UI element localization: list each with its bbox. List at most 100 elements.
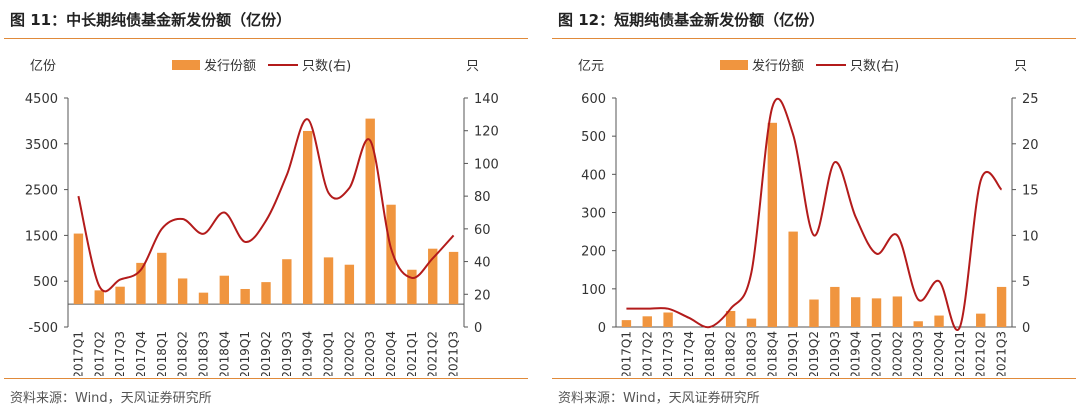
- x-tick-label: 2019Q2: [259, 331, 273, 376]
- right-tick-label: 5: [1022, 275, 1030, 290]
- right-tick-label: 20: [1022, 138, 1039, 153]
- left-tick-label: 4500: [25, 92, 58, 107]
- bar: [282, 259, 292, 305]
- x-tick-label: 2018Q3: [196, 331, 210, 376]
- left-axis-label: 亿元: [578, 59, 604, 74]
- bar: [642, 316, 652, 327]
- x-tick-label: 2021Q1: [405, 331, 419, 376]
- bar: [302, 130, 313, 305]
- legend-label-line: 只数(右): [850, 59, 899, 74]
- bar: [913, 321, 923, 327]
- x-tick-label: 2017Q1: [619, 331, 633, 376]
- left-tick-label: 400: [581, 168, 606, 183]
- figure-title: 图 11：中长期纯债基金新发份额（亿份）: [10, 11, 292, 29]
- bar: [746, 318, 757, 327]
- x-tick-label: 2018Q4: [765, 331, 779, 376]
- x-tick-label: 2020Q1: [870, 331, 884, 376]
- series-line-count: [626, 97, 1003, 331]
- x-tick-label: 2020Q4: [932, 331, 946, 376]
- left-tick-label: 1500: [25, 229, 58, 244]
- x-tick-label: 2019Q3: [280, 331, 294, 376]
- x-tick-label: 2017Q3: [113, 331, 127, 376]
- left-tick-label: 3500: [25, 138, 58, 153]
- legend-swatch-bar: [172, 60, 200, 70]
- bar: [428, 248, 438, 305]
- x-tick-label: 2018Q1: [155, 331, 169, 376]
- bar: [663, 312, 673, 327]
- left-tick-label: 500: [581, 130, 606, 145]
- bar: [94, 290, 104, 305]
- bar: [830, 286, 840, 327]
- right-tick-label: 140: [474, 92, 499, 107]
- left-axis-label: 亿份: [30, 59, 56, 74]
- bar: [115, 286, 125, 305]
- bar: [136, 262, 146, 305]
- bar: [407, 269, 417, 305]
- bar: [240, 288, 250, 305]
- x-tick-label: 2017Q3: [661, 331, 675, 376]
- x-tick-label: 2019Q3: [828, 331, 842, 376]
- x-tick-label: 2018Q1: [703, 331, 717, 376]
- bar: [809, 299, 819, 327]
- bar: [177, 278, 188, 305]
- x-tick-label: 2018Q2: [724, 331, 738, 376]
- bar: [767, 122, 778, 327]
- chart-panel-right: 图 12：短期纯债基金新发份额（亿份） 亿元只发行份额 只数(右) 0 100 200 3…: [548, 0, 1080, 412]
- bar: [198, 292, 209, 305]
- right-tick-label: 40: [474, 256, 491, 271]
- x-tick-label: 2019Q4: [849, 331, 863, 376]
- legend-label-bar: 发行份额: [204, 58, 256, 74]
- right-tick-label: 60: [474, 223, 491, 238]
- source-note: 资料来源：Wind，天风证券研究所: [10, 391, 212, 406]
- bar: [365, 118, 375, 305]
- x-tick-label: 2018Q2: [176, 331, 190, 376]
- x-tick-label: 2021Q1: [953, 331, 967, 376]
- right-tick-label: 100: [474, 157, 499, 172]
- x-tick-label: 2020Q1: [322, 331, 336, 376]
- bar: [157, 252, 167, 305]
- title-rule: [4, 38, 528, 39]
- figure-title: 图 12：短期纯债基金新发份额（亿份）: [558, 11, 825, 29]
- bar: [871, 298, 882, 327]
- left-tick-label: 600: [581, 92, 606, 107]
- right-tick-label: 0: [474, 321, 482, 336]
- right-tick-label: 0: [1022, 321, 1030, 336]
- bar: [344, 264, 355, 305]
- bar: [788, 231, 798, 327]
- x-tick-label: 2017Q1: [71, 331, 85, 376]
- left-tick-label: 0: [598, 321, 606, 336]
- right-axis-label: 只: [466, 59, 479, 74]
- bar: [219, 275, 230, 305]
- x-tick-label: 2017Q2: [92, 331, 106, 376]
- x-tick-label: 2020Q3: [363, 331, 377, 376]
- left-tick-label: 300: [581, 207, 606, 222]
- left-tick-label: 500: [33, 275, 58, 290]
- right-tick-label: 20: [474, 288, 491, 303]
- legend-label-line: 只数(右): [302, 59, 351, 74]
- x-tick-label: 2020Q2: [890, 331, 904, 376]
- bar: [621, 320, 632, 327]
- x-tick-label: 2017Q4: [682, 331, 696, 376]
- right-tick-label: 80: [474, 190, 491, 205]
- bar: [386, 204, 396, 305]
- bar: [850, 297, 861, 327]
- x-tick-label: 2020Q3: [911, 331, 925, 376]
- bar: [448, 251, 459, 305]
- bar: [73, 233, 84, 305]
- x-tick-label: 2019Q1: [238, 331, 252, 376]
- legend-label-bar: 发行份额: [752, 58, 804, 74]
- x-tick-label: 2017Q2: [640, 331, 654, 376]
- right-tick-label: 15: [1022, 184, 1039, 199]
- chart-panel-left: 图 11：中长期纯债基金新发份额（亿份） 亿份 只 发行份额 只数(右) -500 500…: [0, 0, 532, 412]
- bar: [976, 313, 986, 327]
- right-tick-label: 10: [1022, 229, 1039, 244]
- x-tick-label: 2018Q3: [744, 331, 758, 376]
- x-tick-label: 2020Q2: [342, 331, 356, 376]
- x-tick-label: 2021Q3: [995, 331, 1009, 376]
- left-tick-label: -500: [28, 321, 58, 336]
- bar: [892, 296, 903, 327]
- x-tick-label: 2018Q4: [217, 331, 231, 376]
- bar: [725, 310, 736, 327]
- chart-medium-long-term: 亿份 只 发行份额 只数(右) -500 500 1500 2500 3500 4500 0 20 40…: [25, 58, 499, 376]
- left-tick-label: 100: [581, 283, 606, 298]
